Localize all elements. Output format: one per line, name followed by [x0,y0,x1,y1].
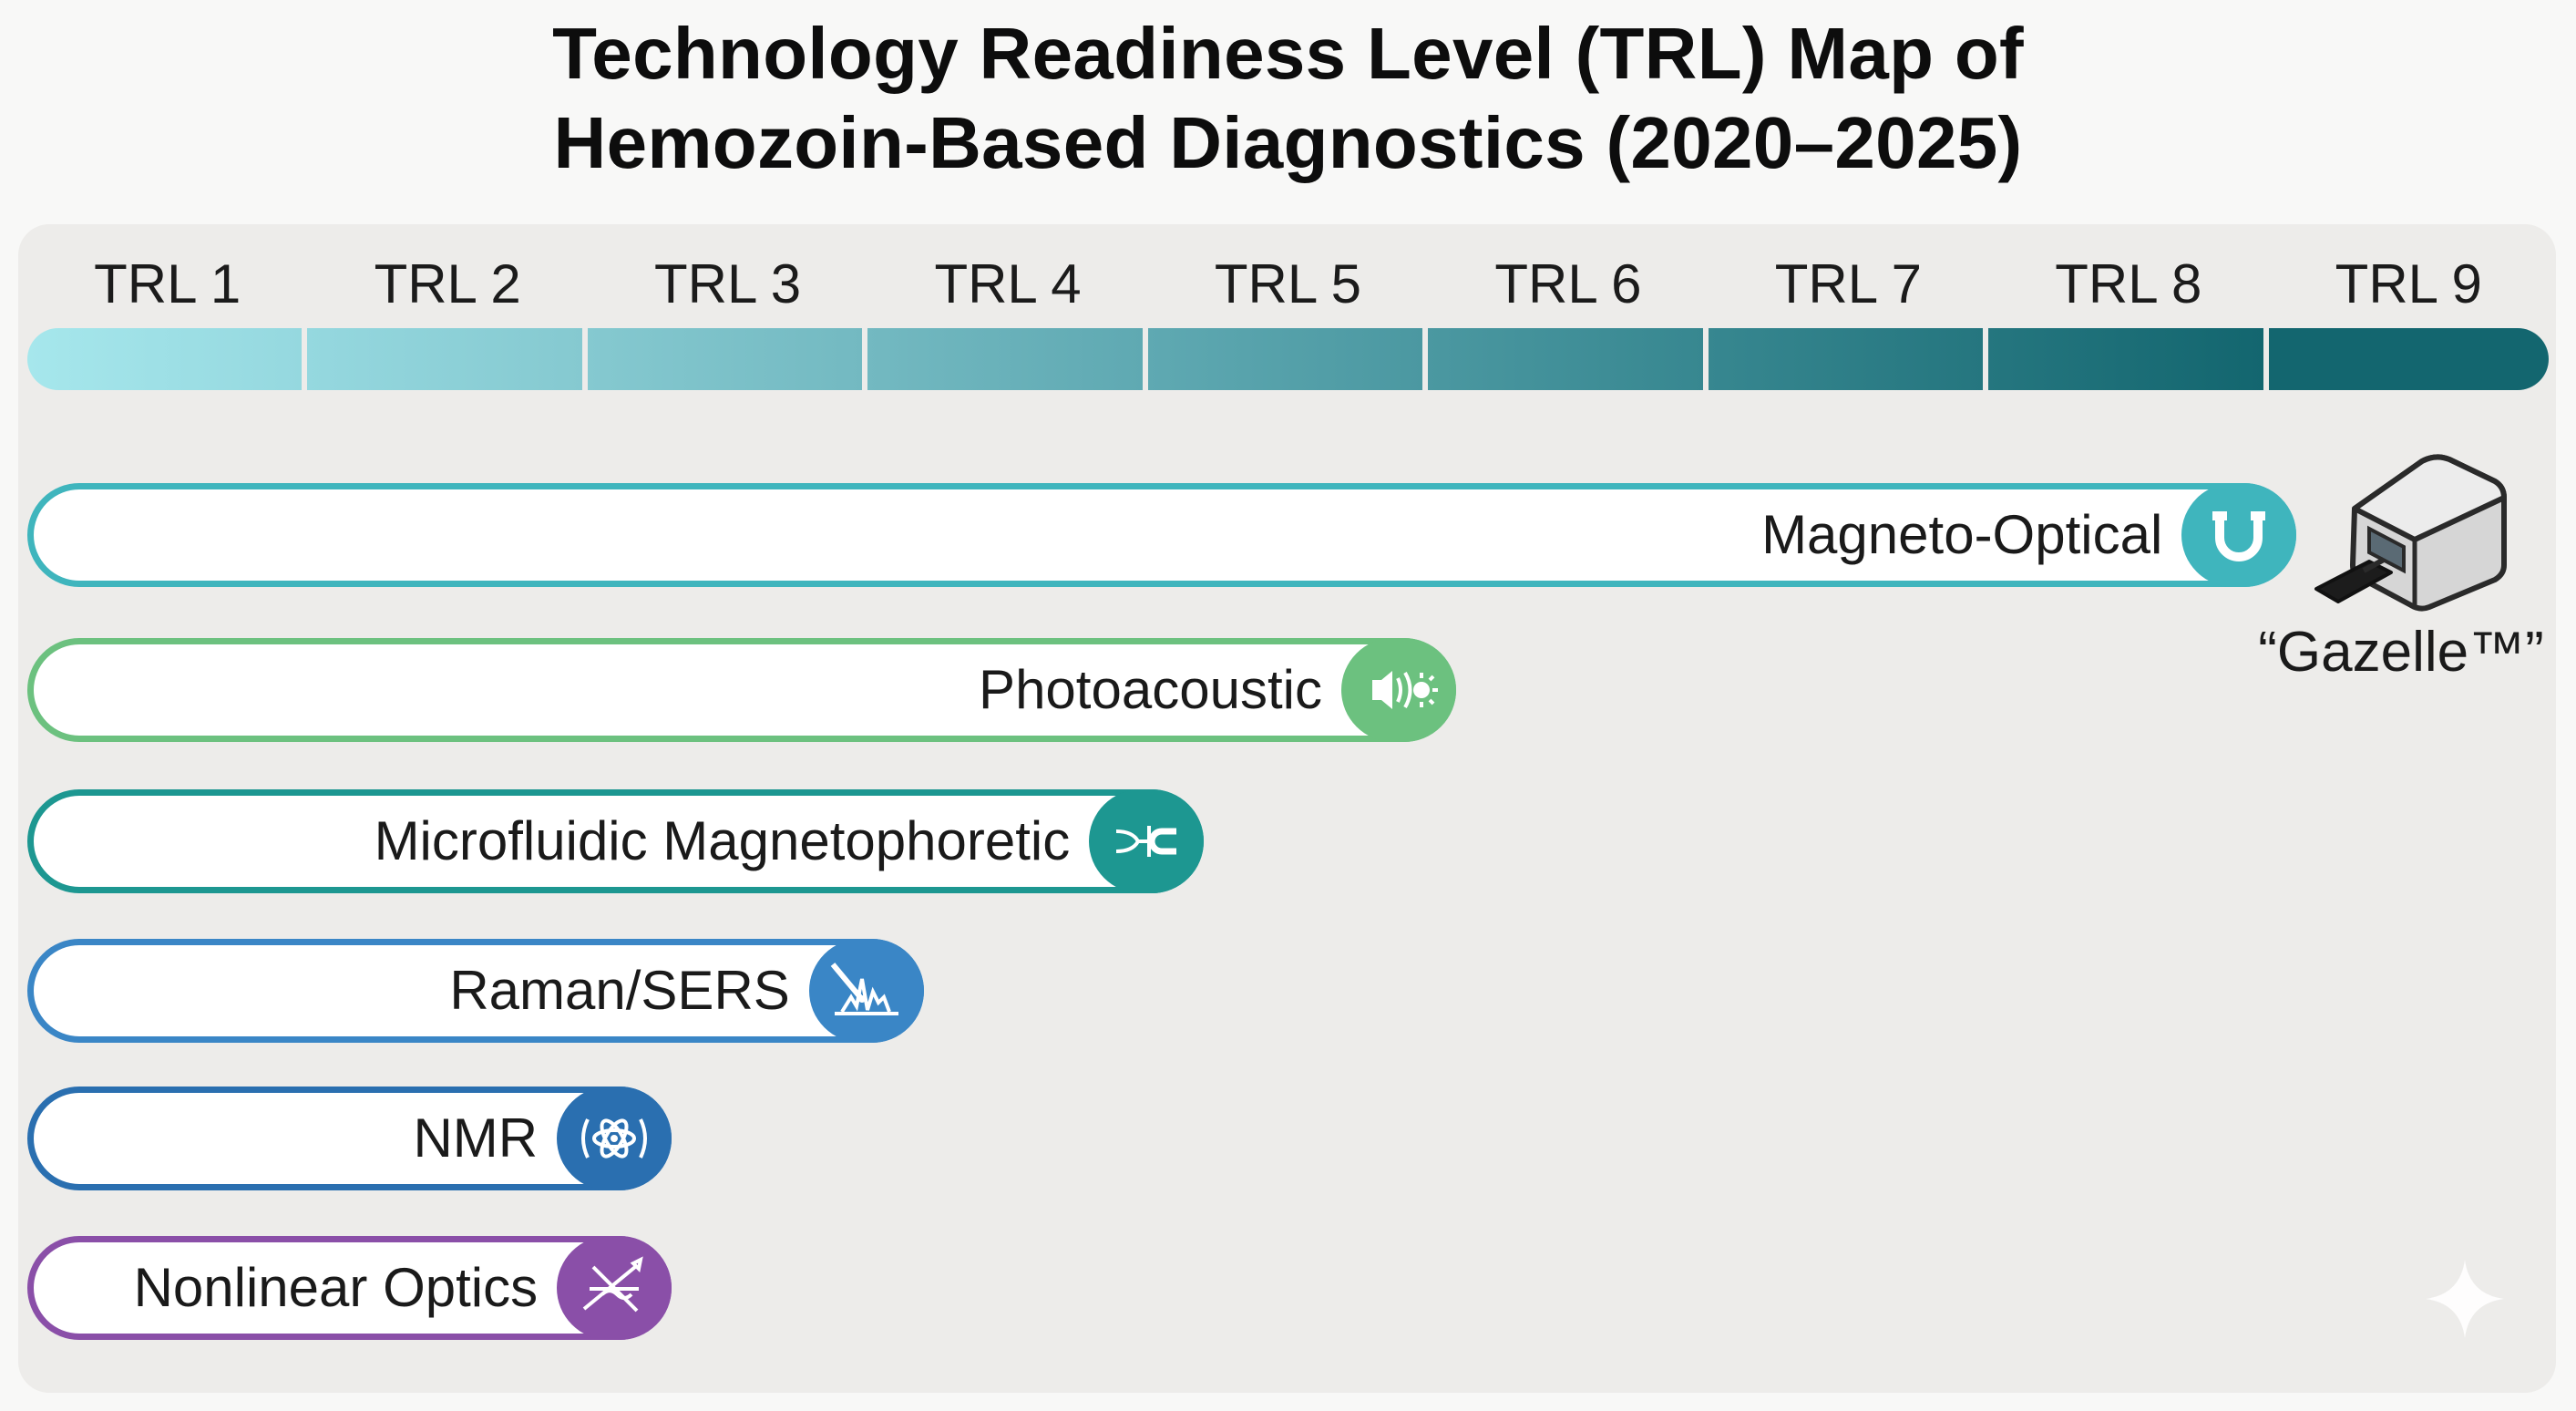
chart-title: Technology Readiness Level (TRL) Map of … [0,9,2576,188]
trl-segment-4 [867,328,1143,390]
trl-segment-3 [587,328,863,390]
bar-photoacoustic: Photoacoustic [27,638,1456,742]
bar-nmr: NMR [27,1087,672,1190]
sound-light-icon [1340,638,1456,742]
trl-label-4: TRL 4 [934,253,1082,314]
trl-label-7: TRL 7 [1774,253,1922,314]
trl-scale-bar [27,328,2549,390]
magnet-icon [2181,483,2297,587]
trl-label-1: TRL 1 [94,253,241,314]
sparkle-icon [2426,1260,2504,1338]
trl-label-5: TRL 5 [1214,253,1362,314]
trl-label-2: TRL 2 [374,253,521,314]
bar-microfluidic-magnetophoretic: Microfluidic Magnetophoretic [27,789,1205,893]
bar-label: Nonlinear Optics [133,1257,539,1318]
trl-segment-2 [307,328,582,390]
bar-label: Raman/SERS [449,960,790,1021]
trl-segment-8 [1988,328,2263,390]
bar-label: NMR [413,1107,539,1169]
diagnostic-device-icon [2314,454,2507,612]
trl-axis-labels: TRL 1 TRL 2 TRL 3 TRL 4 TRL 5 TRL 6 TRL 7 TRL 8… [27,248,2549,321]
laser-beam-icon [557,1236,672,1340]
microfluidic-magnet-icon [1089,789,1205,893]
trl-segment-7 [1708,328,1984,390]
trl-segment-9 [2268,328,2549,390]
trl-label-9: TRL 9 [2335,253,2482,314]
bar-magneto-optical: Magneto-Optical [27,483,2297,587]
bar-nonlinear-optics: Nonlinear Optics [27,1236,672,1340]
trl-label-6: TRL 6 [1494,253,1642,314]
bar-raman-sers: Raman/SERS [27,939,924,1043]
trl-segment-5 [1147,328,1423,390]
bar-label: Photoacoustic [979,659,1322,720]
nmr-atom-icon [557,1087,672,1190]
trl-segment-6 [1428,328,1703,390]
trl-segment-1 [27,328,303,390]
trl-label-8: TRL 8 [2055,253,2202,314]
trl-label-3: TRL 3 [654,253,802,314]
bar-label: Magneto-Optical [1761,504,2163,565]
title-line-1: Technology Readiness Level (TRL) Map of [552,13,2024,94]
title-line-2: Hemozoin-Based Diagnostics (2020–2025) [553,102,2023,183]
bar-label: Microfluidic Magnetophoretic [374,810,1071,871]
raman-spectrum-icon [808,939,924,1043]
gazelle-annotation: “Gazelle™” [2258,621,2544,684]
